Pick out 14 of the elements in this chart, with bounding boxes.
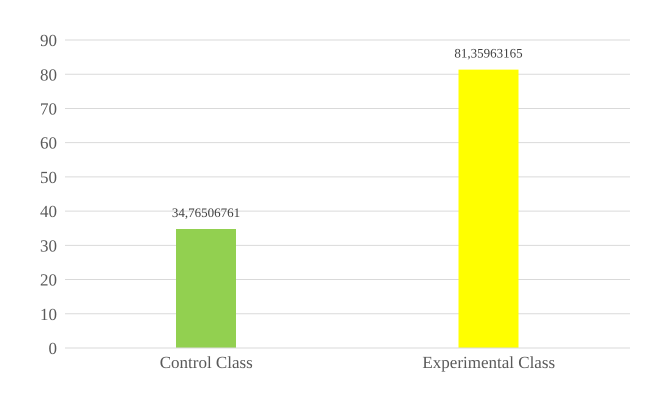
data-label: 81,35963165 (454, 46, 523, 61)
y-tick-label: 20 (40, 270, 57, 290)
x-tick-label: Control Class (160, 353, 253, 372)
y-tick-label: 30 (40, 236, 57, 256)
y-tick-label: 0 (48, 339, 57, 358)
x-tick-label: Experimental Class (422, 353, 556, 372)
y-tick-label: 90 (40, 31, 57, 50)
y-tick-label: 80 (40, 65, 57, 84)
y-tick-label: 70 (40, 99, 57, 118)
y-tick-label: 60 (40, 134, 57, 153)
y-tick-label: 50 (40, 168, 57, 187)
y-tick-label: 40 (40, 202, 57, 222)
data-label: 34,76506761 (172, 205, 240, 220)
y-tick-label: 10 (40, 304, 57, 324)
